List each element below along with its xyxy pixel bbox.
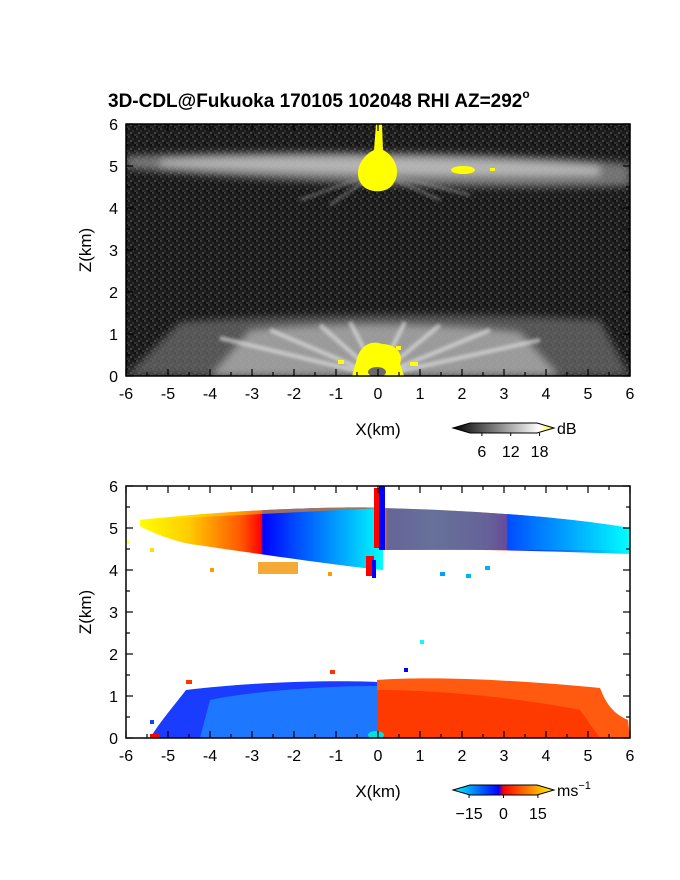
velocity-y-tick-label: 4 xyxy=(109,563,118,580)
velocity-x-tick-label: -2 xyxy=(287,748,301,765)
intensity-x-tick-label: -4 xyxy=(203,386,217,403)
intensity-y-tick-label: 2 xyxy=(109,285,118,302)
velocity-colorbar-tick-label: 0 xyxy=(499,806,508,823)
intensity-x-tick-label: 6 xyxy=(626,386,635,403)
intensity-y-tick-label: 4 xyxy=(109,201,118,218)
velocity-x-tick-label: -3 xyxy=(245,748,259,765)
velocity-y-tick-label: 3 xyxy=(109,605,118,622)
intensity-x-tick-label: 3 xyxy=(500,386,509,403)
intensity-y-tick-label: 1 xyxy=(109,327,118,344)
velocity-unit-exponent: −1 xyxy=(578,780,591,792)
velocity-x-tick-label: 2 xyxy=(458,748,467,765)
intensity-colorbar-tick-label: 6 xyxy=(477,444,486,461)
velocity-colorbar: −15 0 15 ms−1 xyxy=(451,780,591,823)
velocity-xlabel: X(km) xyxy=(355,782,400,801)
velocity-x-tick-label: -1 xyxy=(329,748,343,765)
title-text: 3D-CDL@Fukuoka 170105 102048 RHI AZ=292 xyxy=(108,91,522,112)
intensity-colorbar-unit: dB xyxy=(557,421,577,438)
intensity-colorbar-bar xyxy=(451,422,556,434)
intensity-y-tick-label: 6 xyxy=(109,117,118,134)
intensity-colorbar: 6 12 18 dB xyxy=(451,421,577,461)
velocity-ticks: -6 -5 -4 -3 -2 -1 0 1 2 3 4 5 6 0 1 2 3 4 5 6 xyxy=(109,479,634,765)
velocity-colorbar-bar xyxy=(451,784,556,796)
intensity-y-tick-label: 0 xyxy=(109,369,118,386)
velocity-unit-text: ms xyxy=(557,783,578,800)
title-degree: o xyxy=(522,87,529,101)
intensity-field xyxy=(126,124,630,376)
intensity-ylabel: Z(km) xyxy=(76,228,95,272)
intensity-x-tick-label: 5 xyxy=(584,386,593,403)
intensity-y-tick-label: 3 xyxy=(109,243,118,260)
intensity-xlabel: X(km) xyxy=(355,420,400,439)
intensity-x-tick-label: 1 xyxy=(416,386,425,403)
velocity-colorbar-ticks: −15 0 15 xyxy=(455,795,547,823)
velocity-y-tick-label: 1 xyxy=(109,689,118,706)
intensity-colorbar-ticks: 6 12 18 xyxy=(477,433,549,461)
intensity-x-tick-label: -6 xyxy=(119,386,133,403)
velocity-x-tick-label: -5 xyxy=(161,748,175,765)
velocity-x-tick-label: -4 xyxy=(203,748,217,765)
intensity-x-tick-label: -2 xyxy=(287,386,301,403)
velocity-x-tick-label: 5 xyxy=(584,748,593,765)
intensity-colorbar-tick-label: 18 xyxy=(531,444,549,461)
figure-title: 3D-CDL@Fukuoka 170105 102048 RHI AZ=292o xyxy=(108,87,530,112)
velocity-x-tick-label: 0 xyxy=(374,748,383,765)
velocity-y-tick-label: 0 xyxy=(109,731,118,748)
intensity-colorbar-tick-label: 12 xyxy=(502,444,520,461)
velocity-x-tick-label: 4 xyxy=(542,748,551,765)
intensity-x-tick-label: -5 xyxy=(161,386,175,403)
intensity-x-tick-label: 0 xyxy=(374,386,383,403)
velocity-colorbar-tick-label: 15 xyxy=(529,806,547,823)
velocity-x-tick-label: 1 xyxy=(416,748,425,765)
velocity-y-tick-label: 5 xyxy=(109,521,118,538)
velocity-colorbar-unit: ms−1 xyxy=(557,780,591,800)
intensity-x-tick-label: -1 xyxy=(329,386,343,403)
intensity-x-tick-label: 4 xyxy=(542,386,551,403)
velocity-x-tick-label: 3 xyxy=(500,748,509,765)
intensity-x-tick-label: -3 xyxy=(245,386,259,403)
intensity-ticks: -6 -5 -4 -3 -2 -1 0 1 2 3 4 5 6 0 1 2 3 4 5 6 xyxy=(109,117,634,403)
velocity-colorbar-tick-label: −15 xyxy=(455,806,482,823)
velocity-y-tick-label: 6 xyxy=(109,479,118,496)
intensity-x-tick-label: 2 xyxy=(458,386,467,403)
velocity-y-tick-label: 2 xyxy=(109,647,118,664)
velocity-panel: -6 -5 -4 -3 -2 -1 0 1 2 3 4 5 6 0 1 2 3 4 5 6 X(km) Z(km) xyxy=(76,479,635,801)
velocity-x-tick-label: -6 xyxy=(119,748,133,765)
intensity-panel: -6 -5 -4 -3 -2 -1 0 1 2 3 4 5 6 0 1 2 3 4 5 6 X(km) Z(km) xyxy=(76,117,635,439)
intensity-y-tick-label: 5 xyxy=(109,159,118,176)
velocity-x-tick-label: 6 xyxy=(626,748,635,765)
velocity-field xyxy=(126,486,630,738)
velocity-ylabel: Z(km) xyxy=(76,590,95,634)
